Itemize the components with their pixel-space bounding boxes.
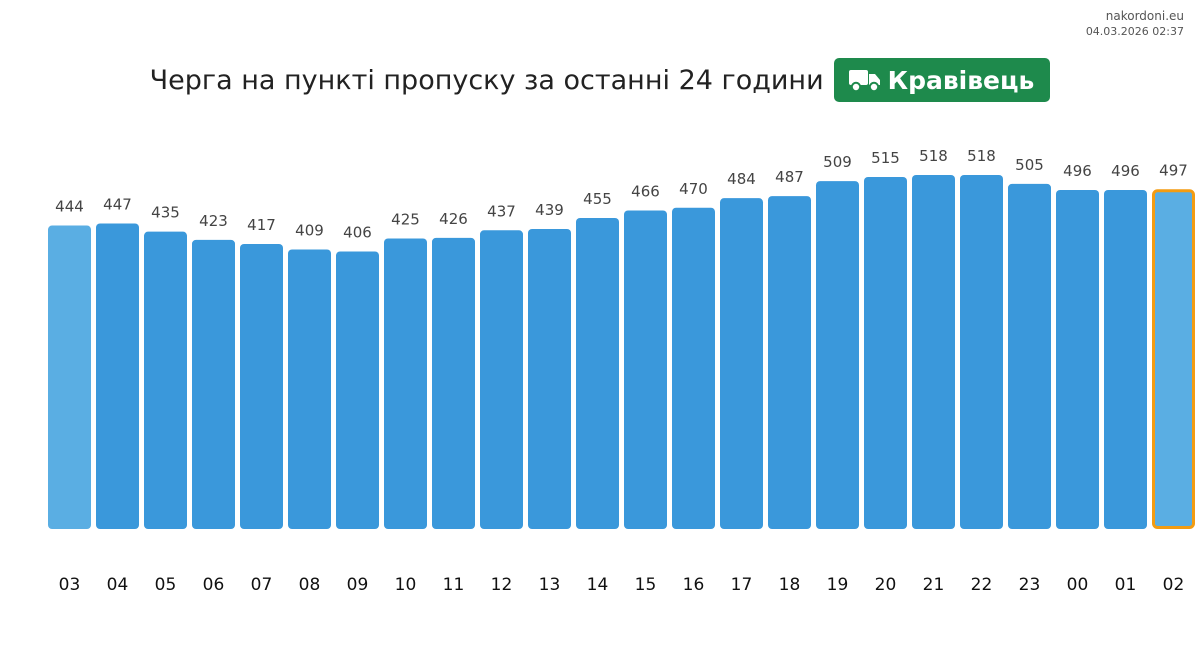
value-label-01: 496 (1111, 162, 1140, 180)
bar-02 (1152, 189, 1195, 529)
bar-13 (528, 228, 571, 530)
bar-08 (288, 249, 331, 530)
bar-20 (864, 176, 907, 529)
bar-23 (1008, 183, 1051, 529)
value-label-12: 437 (487, 202, 516, 220)
value-label-04: 447 (103, 195, 132, 213)
x-tick-16: 16 (683, 575, 705, 595)
bar-01 (1104, 189, 1147, 529)
source-site[interactable]: nakordoni.eu (1105, 9, 1184, 23)
bar-17 (720, 198, 763, 529)
bar-19 (816, 181, 859, 529)
value-label-06: 423 (199, 212, 228, 230)
value-label-00: 496 (1063, 162, 1092, 180)
bar-22 (960, 174, 1003, 529)
truck-icon (848, 70, 880, 93)
timestamp: 04.03.2026 02:37 (1085, 25, 1184, 38)
value-label-21: 518 (919, 147, 948, 165)
x-tick-15: 15 (635, 575, 657, 595)
chart-header: Черга на пункті пропуску за останні 24 г… (0, 58, 1200, 102)
x-tick-21: 21 (923, 575, 945, 595)
value-label-02: 497 (1159, 161, 1188, 179)
bar-10 (384, 238, 427, 529)
x-tick-09: 09 (347, 575, 369, 595)
value-label-07: 417 (247, 216, 276, 234)
x-tick-20: 20 (875, 575, 897, 595)
chart-title: Черга на пункті пропуску за останні 24 г… (149, 64, 824, 96)
bar-18 (768, 196, 811, 529)
bar-07 (240, 243, 283, 529)
value-label-17: 484 (727, 170, 756, 188)
x-tick-12: 12 (491, 575, 513, 595)
bar-15 (624, 210, 667, 529)
bar-16 (672, 207, 715, 529)
value-label-03: 444 (55, 198, 84, 216)
bar-03 (48, 225, 91, 529)
x-tick-10: 10 (395, 575, 417, 595)
x-tick-02: 02 (1163, 575, 1185, 595)
value-label-05: 435 (151, 204, 180, 222)
value-label-19: 509 (823, 153, 852, 171)
value-label-20: 515 (871, 149, 900, 167)
value-label-16: 470 (679, 180, 708, 198)
checkpoint-name: Кравівець (887, 65, 1035, 95)
x-tick-14: 14 (587, 575, 609, 595)
bar-04 (96, 223, 139, 529)
x-tick-23: 23 (1019, 575, 1041, 595)
value-label-09: 406 (343, 223, 372, 241)
source-credit: nakordoni.eu 04.03.2026 02:37 (1086, 8, 1184, 40)
x-tick-05: 05 (155, 575, 177, 595)
value-label-22: 518 (967, 147, 996, 165)
value-label-23: 505 (1015, 156, 1044, 174)
x-tick-17: 17 (731, 575, 753, 595)
bar-06 (192, 239, 235, 529)
x-tick-07: 07 (251, 575, 273, 595)
x-tick-11: 11 (443, 575, 465, 595)
x-tick-03: 03 (59, 575, 81, 595)
x-tick-13: 13 (539, 575, 561, 595)
x-tick-08: 08 (299, 575, 321, 595)
value-label-08: 409 (295, 221, 324, 239)
bar-11 (432, 237, 475, 530)
x-tick-06: 06 (203, 575, 225, 595)
bar-21 (912, 174, 955, 529)
x-tick-00: 00 (1067, 575, 1089, 595)
bar-12 (480, 230, 523, 530)
x-tick-18: 18 (779, 575, 801, 595)
value-label-10: 425 (391, 211, 420, 229)
checkpoint-badge: Кравівець (833, 58, 1051, 102)
value-label-15: 466 (631, 182, 660, 200)
bar-05 (144, 231, 187, 530)
x-tick-22: 22 (971, 575, 993, 595)
value-label-18: 487 (775, 168, 804, 186)
x-tick-04: 04 (107, 575, 129, 595)
value-label-14: 455 (583, 190, 612, 208)
value-label-13: 439 (535, 201, 564, 219)
bar-14 (576, 218, 619, 529)
bar-00 (1056, 189, 1099, 529)
value-label-11: 426 (439, 210, 468, 228)
x-tick-19: 19 (827, 575, 849, 595)
x-tick-01: 01 (1115, 575, 1137, 595)
bar-09 (336, 251, 379, 529)
